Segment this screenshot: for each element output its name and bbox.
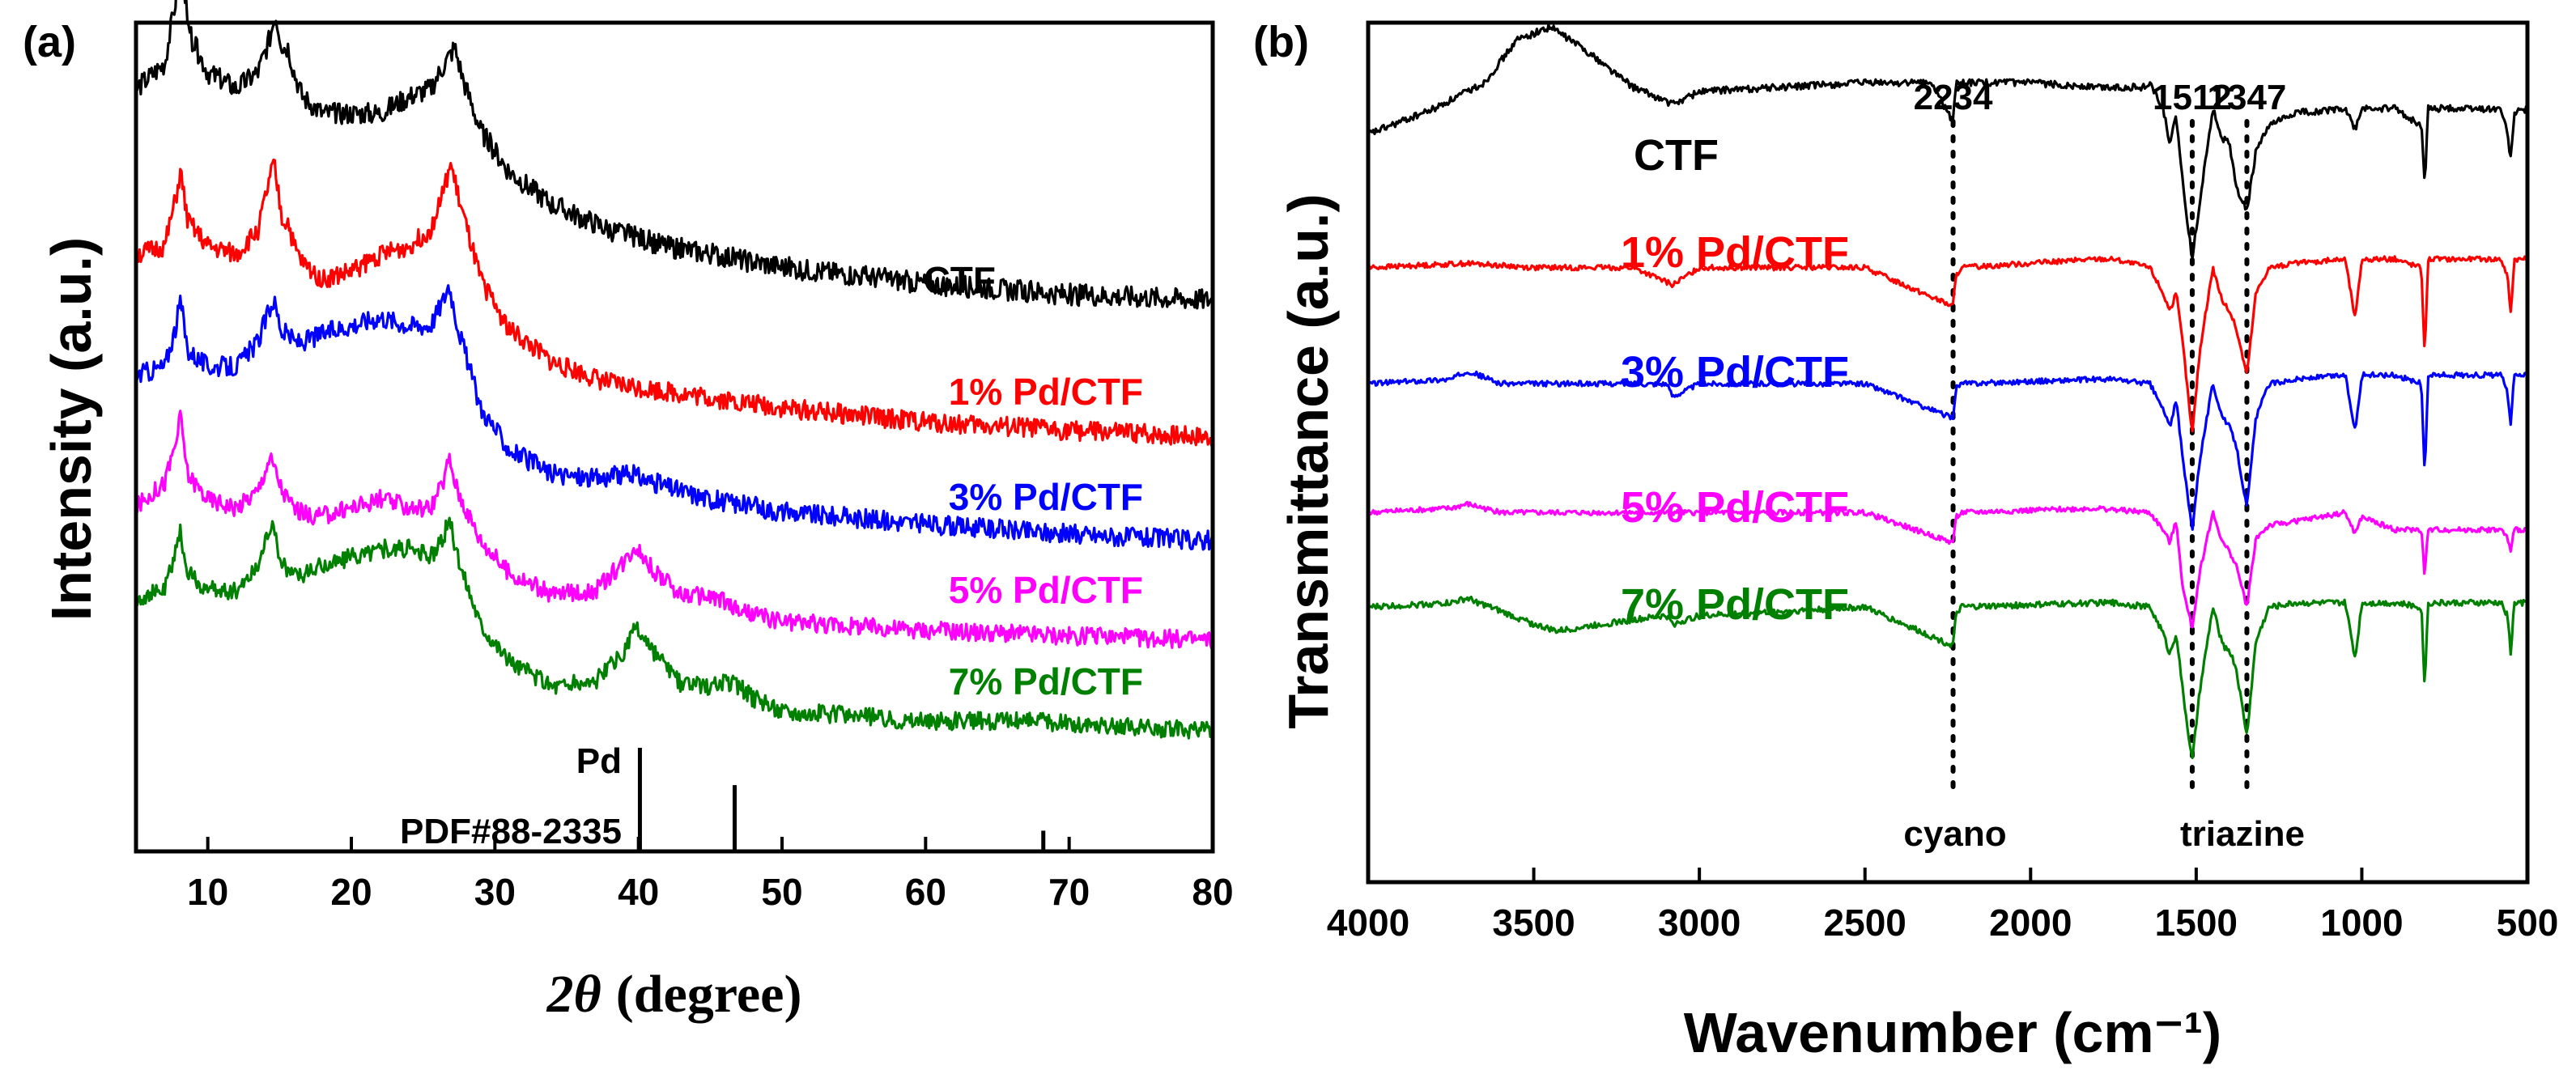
- x-tick-label-10: 10: [187, 871, 228, 913]
- series-line-1pct-pd-ctf: [1367, 255, 2529, 433]
- series-line-ctf: [134, 0, 1214, 310]
- panel-b-x-ticks: 4000 3500 3000 2500 2000 1500 1000 500: [1327, 868, 2559, 944]
- series-line-5pct-pd-ctf: [134, 410, 1214, 650]
- series-label-1pct-pd-ctf: 1% Pd/CTF: [1621, 228, 1849, 277]
- panel-a-x-ticks: 10 20 30 40 50 60 70 80: [187, 837, 1234, 913]
- series-line-1pct-pd-ctf: [134, 158, 1214, 448]
- panel-a-xlabel-symbol: 2θ: [546, 965, 601, 1024]
- x-tick-label-3500: 3500: [1492, 902, 1575, 944]
- series-label-ctf: CTF: [1634, 131, 1719, 180]
- x-tick-label-4000: 4000: [1327, 902, 1409, 944]
- x-tick-label-1000: 1000: [2320, 902, 2403, 944]
- annotation-cyano: cyano: [1903, 814, 2006, 854]
- panel-a-xrd: (a) Intensity (a.u.) Pd PDF#88-2335 CTF 1…: [23, 0, 1234, 1024]
- series-line-5pct-pd-ctf: [1367, 500, 2529, 629]
- series-line-7pct-pd-ctf: [134, 516, 1214, 740]
- series-label-3pct-pd-ctf: 3% Pd/CTF: [1621, 348, 1849, 397]
- x-tick-label-60: 60: [905, 871, 946, 913]
- x-tick-label-2000: 2000: [1989, 902, 2072, 944]
- panel-b-xlabel: Wavenumber (cm⁻¹): [1684, 1001, 2221, 1064]
- panel-a-ylabel: Intensity (a.u.): [40, 237, 103, 621]
- guide-label-1347: 1347: [2208, 78, 2287, 117]
- panel-a-xlabel: 2θ (degree): [546, 965, 802, 1024]
- guide-label-1512: 1512: [2153, 78, 2232, 117]
- series-label-5pct-pd-ctf: 5% Pd/CTF: [1621, 483, 1849, 532]
- panel-a-series-labels: CTF 1% Pd/CTF 3% Pd/CTF 5% Pd/CTF 7% Pd/CTF: [924, 259, 1143, 702]
- annotation-triazine: triazine: [2180, 814, 2305, 854]
- panel-a-frame: [134, 20, 1215, 854]
- series-label-5pct-pd-ctf: 5% Pd/CTF: [949, 569, 1143, 611]
- panel-b-ylabel: Transmittance (a.u.): [1277, 193, 1340, 728]
- x-tick-label-3000: 3000: [1658, 902, 1741, 944]
- series-label-3pct-pd-ctf: 3% Pd/CTF: [949, 476, 1143, 518]
- series-label-ctf: CTF: [924, 259, 996, 301]
- series-label-7pct-pd-ctf: 7% Pd/CTF: [1621, 580, 1849, 629]
- x-tick-label-70: 70: [1048, 871, 1090, 913]
- series-line-ctf: [1367, 23, 2529, 260]
- panel-b-label: (b): [1253, 18, 1309, 66]
- panel-a-xlabel-unit: (degree): [616, 965, 802, 1024]
- x-tick-label-20: 20: [330, 871, 372, 913]
- x-tick-label-40: 40: [618, 871, 659, 913]
- panel-a-reference-lines: [637, 748, 1046, 851]
- series-label-1pct-pd-ctf: 1% Pd/CTF: [949, 371, 1143, 413]
- x-tick-label-80: 80: [1192, 871, 1233, 913]
- x-tick-label-500: 500: [2497, 902, 2559, 944]
- reference-card-label: PDF#88-2335: [400, 812, 622, 851]
- x-tick-label-1500: 1500: [2155, 902, 2238, 944]
- panel-b-traces: [1367, 23, 2529, 759]
- series-label-7pct-pd-ctf: 7% Pd/CTF: [949, 660, 1143, 702]
- panel-a-traces: [134, 0, 1214, 740]
- x-tick-label-2500: 2500: [1824, 902, 1906, 944]
- series-line-3pct-pd-ctf: [1367, 370, 2528, 531]
- reference-phase-label: Pd: [576, 741, 622, 781]
- x-tick-label-50: 50: [761, 871, 802, 913]
- series-line-7pct-pd-ctf: [1367, 596, 2529, 759]
- x-tick-label-30: 30: [474, 871, 516, 913]
- panel-a-label: (a): [23, 18, 76, 66]
- panel-b-frame: [1366, 20, 2530, 885]
- series-line-3pct-pd-ctf: [134, 284, 1214, 551]
- panel-b-series-labels: CTF 1% Pd/CTF 3% Pd/CTF 5% Pd/CTF 7% Pd/CTF: [1621, 131, 1849, 629]
